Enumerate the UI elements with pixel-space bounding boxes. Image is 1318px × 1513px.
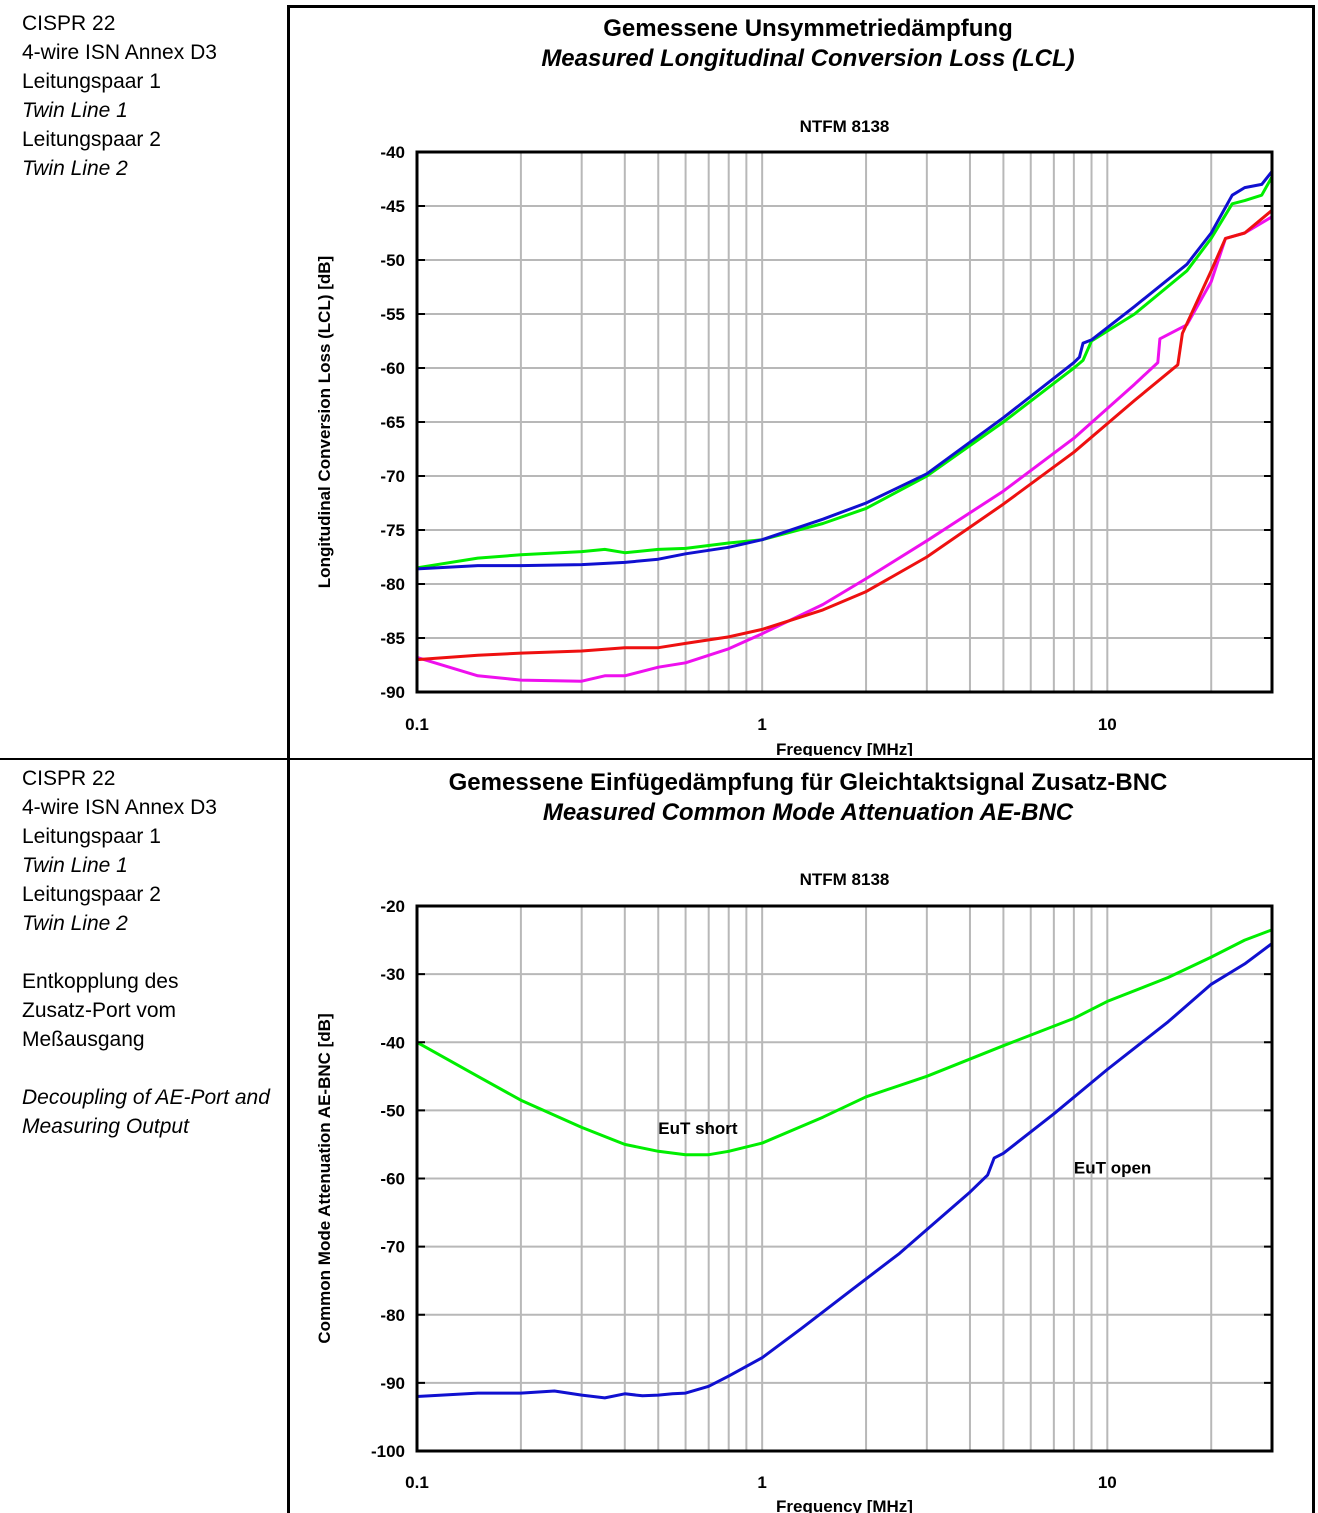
sidebar-2-decoupling-en: Decoupling of AE-Port and Measuring Outp… — [22, 1086, 270, 1138]
y-tick-label: -40 — [380, 1033, 405, 1052]
y-tick-label: -80 — [380, 575, 405, 594]
section-2-title-en: Measured Common Mode Attenuation AE-BNC — [542, 799, 1074, 826]
sidebar-2: CISPR 22 4-wire ISN Annex D3 Leitungspaa… — [22, 764, 284, 1141]
section-2-title-de: Gemessene Einfügedämpfung für Gleichtakt… — [448, 769, 1168, 796]
series-line-4 — [416, 209, 1273, 662]
sidebar-2-decoupling-de: Entkopplung des Zusatz-Port vom Meßausga… — [22, 970, 179, 1051]
sidebar-2-line-3: Leitungspaar 1 — [22, 825, 161, 848]
y-tick-label: -70 — [380, 1238, 405, 1257]
section-1-title-en: Measured Longitudinal Conversion Loss (L… — [541, 45, 1075, 72]
y-tick-label: -90 — [380, 683, 405, 702]
y-tick-label: -20 — [380, 897, 405, 916]
x-axis-label: Frequency [MHz] — [776, 740, 913, 756]
sidebar-1-line-5: Leitungspaar 2 — [22, 128, 161, 151]
sidebar-2-line-5: Leitungspaar 2 — [22, 883, 161, 906]
annotation-label: EuT short — [658, 1119, 738, 1138]
section-1-title: Gemessene Unsymmetriedämpfung Measured L… — [298, 14, 1318, 74]
sidebar-1-line-1: CISPR 22 — [22, 12, 116, 35]
y-tick-label: -45 — [380, 197, 405, 216]
y-tick-label: -65 — [380, 413, 405, 432]
x-tick-label: 10 — [1098, 1473, 1117, 1492]
y-tick-label: -55 — [380, 305, 405, 324]
y-tick-label: -90 — [380, 1374, 405, 1393]
y-tick-label: -80 — [380, 1306, 405, 1325]
x-tick-label: 1 — [757, 715, 766, 734]
annotation-label: EuT open — [1074, 1159, 1151, 1178]
sidebar-1-line-6: Twin Line 2 — [22, 157, 128, 180]
x-tick-label: 0.1 — [405, 715, 429, 734]
sidebar-2-line-9 — [22, 1054, 284, 1083]
sidebar-1: CISPR 22 4-wire ISN Annex D3 Leitungspaa… — [22, 9, 284, 183]
sidebar-1-line-2: 4-wire ISN Annex D3 — [22, 41, 217, 64]
sidebar-1-line-3: Leitungspaar 1 — [22, 70, 161, 93]
y-tick-label: -75 — [380, 521, 405, 540]
lcl-chart: -40 -45 -50 -55 -60 -65 -70 -75 -80 -85 -900.1 1 10 N… — [315, 117, 1274, 756]
x-axis-label: Frequency [MHz] — [776, 1497, 913, 1513]
y-tick-label: -100 — [371, 1442, 405, 1461]
x-tick-label: 1 — [757, 1473, 766, 1492]
series-line-1 — [416, 176, 1274, 570]
sidebar-1-line-4: Twin Line 1 — [22, 99, 128, 122]
sidebar-2-line-7 — [22, 938, 284, 967]
chart-title: NTFM 8138 — [800, 117, 890, 136]
y-tick-label: -60 — [380, 1170, 405, 1189]
y-tick-label: -60 — [380, 359, 405, 378]
series-line-1 — [416, 928, 1273, 1157]
sidebar-2-line-6: Twin Line 2 — [22, 912, 128, 935]
x-tick-label: 10 — [1098, 715, 1117, 734]
section-2-title: Gemessene Einfügedämpfung für Gleichtakt… — [298, 768, 1318, 828]
series-line-2 — [416, 170, 1274, 571]
chart-title: NTFM 8138 — [800, 870, 890, 889]
section-1-title-de: Gemessene Unsymmetriedämpfung — [603, 15, 1013, 42]
y-tick-label: -70 — [380, 467, 405, 486]
sidebar-2-line-1: CISPR 22 — [22, 767, 116, 790]
sidebar-2-line-4: Twin Line 1 — [22, 854, 128, 877]
table-top-border — [287, 5, 1314, 8]
y-tick-label: -50 — [380, 251, 405, 270]
series-line-3 — [416, 215, 1273, 683]
table-row-divider — [0, 758, 1315, 760]
y-axis-label: Longitudinal Conversion Loss (LCL) [dB] — [315, 256, 334, 588]
y-tick-label: -50 — [380, 1101, 405, 1120]
x-tick-label: 0.1 — [405, 1473, 429, 1492]
series-line-2 — [416, 942, 1273, 1400]
y-tick-label: -85 — [380, 629, 405, 648]
y-axis-label: Common Mode Attenuation AE-BNC [dB] — [315, 1013, 334, 1343]
y-tick-label: -40 — [380, 143, 405, 162]
y-tick-label: -30 — [380, 965, 405, 984]
sidebar-2-line-2: 4-wire ISN Annex D3 — [22, 796, 217, 819]
